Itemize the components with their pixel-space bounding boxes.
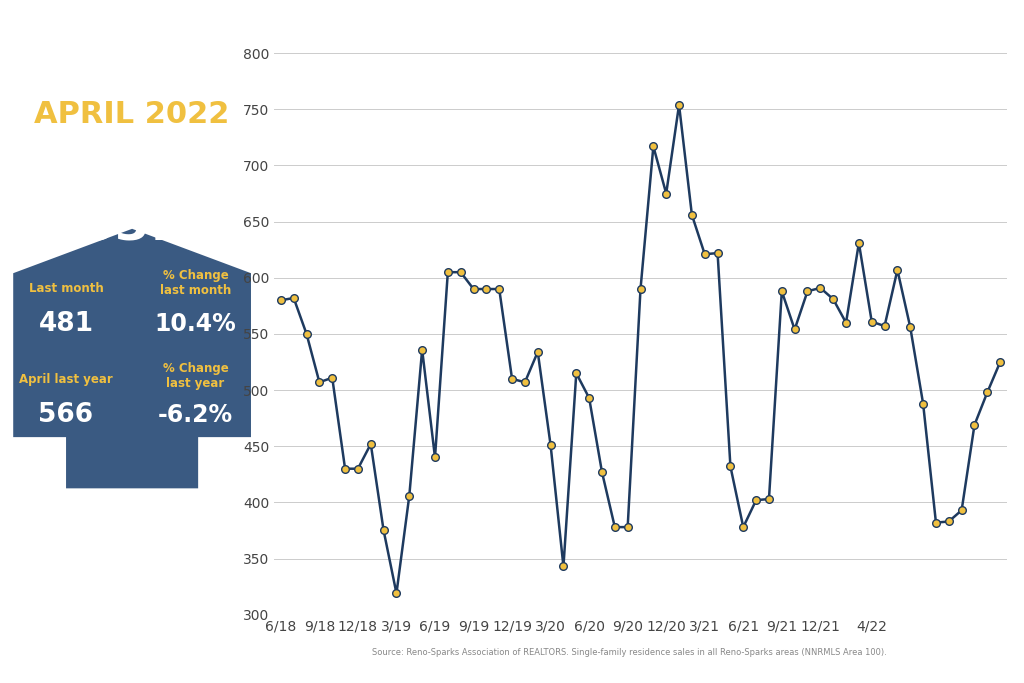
Polygon shape <box>13 229 251 488</box>
Text: Last month: Last month <box>29 281 103 295</box>
Text: -6.2%: -6.2% <box>158 403 233 428</box>
Text: % Change
last year: % Change last year <box>163 362 228 389</box>
Text: APRIL 2022: APRIL 2022 <box>35 100 229 128</box>
Text: Source: Reno-Sparks Association of REALTORS. Single-family residence sales in al: Source: Reno-Sparks Association of REALT… <box>373 647 887 657</box>
Text: NEW
CONTRACTS: NEW CONTRACTS <box>43 137 221 193</box>
Text: R  E  A  L  T  Y: R E A L T Y <box>79 66 185 81</box>
Text: NORTHERN NEVADA
REAL ESTATE
MARKET ANALYSIS: NORTHERN NEVADA REAL ESTATE MARKET ANALY… <box>28 541 237 613</box>
Text: 531: 531 <box>80 203 184 251</box>
Text: Dickson: Dickson <box>38 23 226 66</box>
Text: % Change
last month: % Change last month <box>160 270 231 297</box>
Text: April last year: April last year <box>19 373 113 387</box>
Text: 481: 481 <box>39 311 93 337</box>
Text: 566: 566 <box>39 402 93 428</box>
Text: 10.4%: 10.4% <box>155 311 237 336</box>
